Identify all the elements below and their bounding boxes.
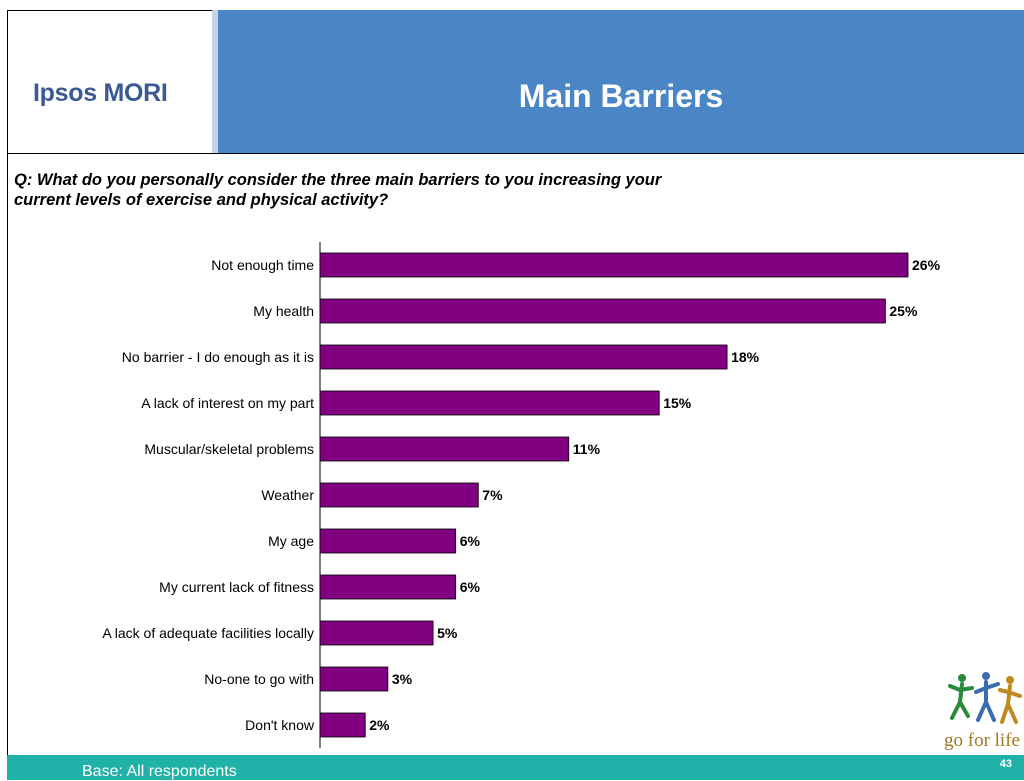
value-label: 25%	[889, 303, 918, 319]
bar	[319, 344, 728, 370]
go-for-life-wordmark: go for life	[944, 730, 1020, 751]
frame-left-border	[7, 153, 8, 755]
value-label: 5%	[437, 625, 458, 641]
value-label: 15%	[663, 395, 692, 411]
category-label: Muscular/skeletal problems	[144, 441, 314, 457]
ipsos-mori-logo: Ipsos MORI	[33, 79, 168, 107]
category-label: A lack of interest on my part	[141, 395, 314, 411]
slide-title: Main Barriers	[518, 78, 724, 114]
footer-bar: Base: All respondents 43	[7, 755, 1024, 780]
bar	[319, 528, 457, 554]
category-label: A lack of adequate facilities locally	[102, 625, 314, 641]
header-divider	[212, 10, 218, 153]
barriers-bar-chart: Not enough time 26% My health 25% No barrier…	[102, 242, 941, 748]
bar	[319, 298, 886, 324]
header-rule	[7, 153, 1024, 154]
bar	[319, 436, 570, 462]
go-for-life-text: go for life	[944, 730, 1020, 752]
figures-icon	[948, 672, 1022, 724]
value-label: 3%	[392, 671, 413, 687]
category-label: No barrier - I do enough as it is	[122, 349, 314, 365]
bar	[319, 620, 434, 646]
category-label: Not enough time	[211, 257, 314, 273]
value-label: 6%	[460, 579, 481, 595]
bar	[319, 666, 389, 692]
page-number: 43	[999, 758, 1012, 770]
category-label: My health	[253, 303, 314, 319]
category-label: Don't know	[245, 717, 315, 733]
bar	[319, 482, 479, 508]
value-label: 2%	[369, 717, 390, 733]
go-for-life-logo: go for life	[944, 668, 1024, 752]
category-label: No-one to go with	[204, 671, 314, 687]
category-label: My current lack of fitness	[159, 579, 314, 595]
category-label: Weather	[261, 487, 314, 503]
header-title-panel: Main Barriers	[218, 10, 1024, 153]
bar	[319, 390, 660, 416]
value-label: 11%	[573, 441, 601, 457]
value-label: 6%	[460, 533, 481, 549]
value-label: 26%	[912, 257, 941, 273]
survey-question: Q: What do you personally consider the t…	[14, 171, 662, 209]
bar	[319, 574, 457, 600]
value-label: 18%	[731, 349, 760, 365]
header-logo-panel: Ipsos MORI	[7, 10, 213, 154]
bar	[319, 712, 366, 738]
base-note: Base: All respondents	[82, 763, 237, 780]
category-label: My age	[268, 533, 314, 549]
bar	[319, 252, 909, 278]
value-label: 7%	[482, 487, 503, 503]
